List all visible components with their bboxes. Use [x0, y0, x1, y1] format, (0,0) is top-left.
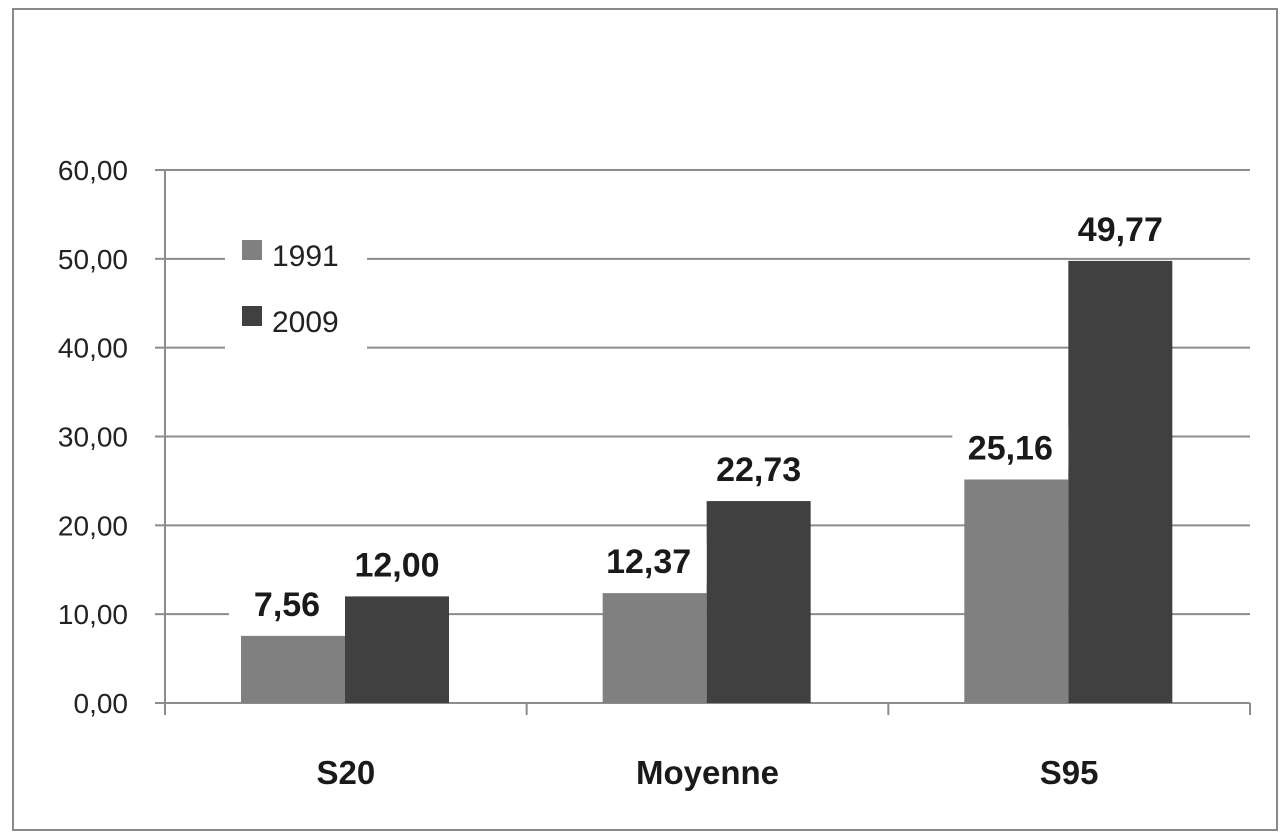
- y-tick-label: 10,00: [58, 599, 128, 630]
- data-label-bg: [1062, 210, 1179, 251]
- y-tick-label: 40,00: [58, 333, 128, 364]
- data-label: 7,56: [254, 586, 320, 624]
- y-tick-label: 50,00: [58, 244, 128, 275]
- y-axis: 0,00 10,00 20,00 30,00 40,00 50,00 60,00: [58, 155, 166, 719]
- bar-1991-moyenne: [602, 593, 707, 703]
- y-tick-label: 30,00: [58, 422, 128, 453]
- data-label: 49,77: [1078, 211, 1163, 249]
- bar-2009-s20: [345, 596, 449, 703]
- data-label: 25,16: [968, 429, 1053, 467]
- legend-label: 2009: [272, 306, 339, 339]
- bar-1991-s20: [241, 635, 345, 703]
- data-labels: 7,56 12,00 12,37 22,73 25,16 49,77: [229, 210, 1179, 626]
- y-tick-label: 20,00: [58, 510, 128, 541]
- legend: 1991 2009: [225, 225, 367, 355]
- data-label-bg: [339, 546, 455, 587]
- x-axis: S20 Moyenne S95: [164, 702, 1251, 791]
- data-label-bg: [229, 585, 345, 626]
- data-label: 12,37: [606, 543, 691, 581]
- data-label-bg: [700, 451, 817, 492]
- bar-2009-s95: [1068, 260, 1173, 703]
- legend-swatch: [242, 240, 262, 260]
- bar-1991-s95: [964, 479, 1069, 703]
- data-label: 12,00: [354, 546, 439, 584]
- data-label-bg: [590, 543, 707, 584]
- legend-swatch: [242, 306, 262, 326]
- data-label-bg: [952, 429, 1069, 470]
- bar-2009-moyenne: [706, 501, 811, 703]
- bars: [241, 260, 1173, 703]
- legend-label: 1991: [272, 240, 339, 273]
- data-label: 22,73: [716, 451, 801, 489]
- x-category-label: Moyenne: [636, 754, 779, 791]
- y-tick-label: 60,00: [58, 155, 128, 186]
- x-category-label: S20: [316, 754, 375, 791]
- x-category-label: S95: [1040, 754, 1099, 791]
- y-tick-label: 0,00: [74, 688, 129, 719]
